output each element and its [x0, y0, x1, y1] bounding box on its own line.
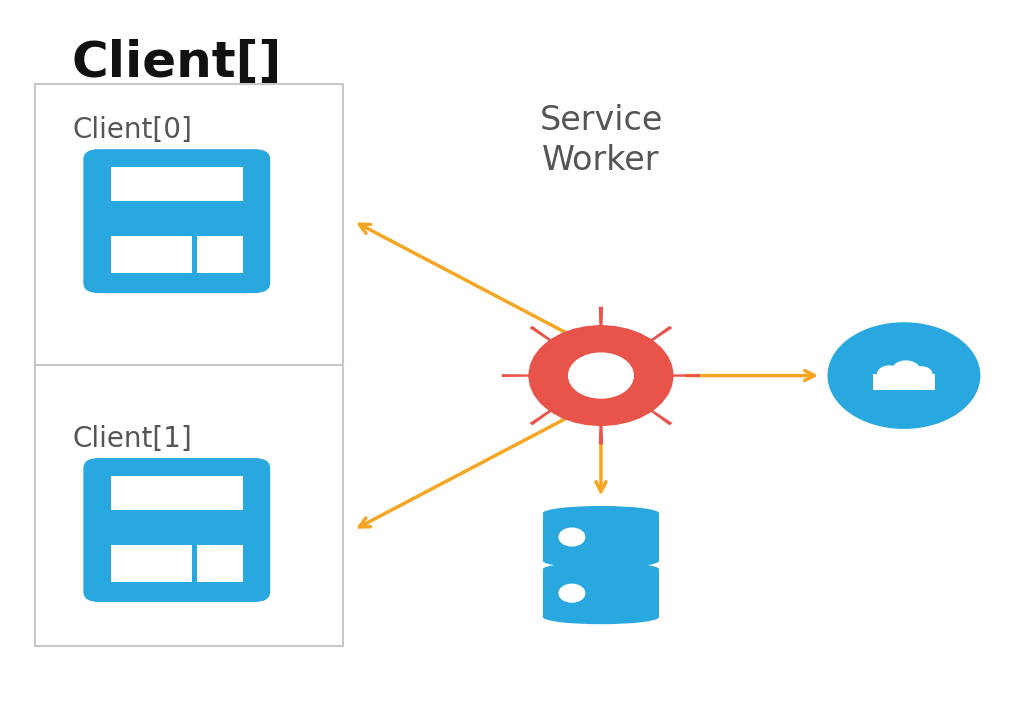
Ellipse shape [542, 554, 659, 568]
FancyBboxPatch shape [111, 236, 192, 272]
FancyBboxPatch shape [543, 513, 659, 561]
Polygon shape [502, 307, 700, 444]
FancyBboxPatch shape [35, 84, 343, 646]
FancyBboxPatch shape [83, 150, 270, 293]
FancyBboxPatch shape [111, 476, 242, 510]
FancyBboxPatch shape [197, 545, 242, 581]
Circle shape [560, 528, 585, 546]
Text: Client[1]: Client[1] [73, 425, 193, 453]
FancyBboxPatch shape [543, 569, 659, 617]
Circle shape [892, 361, 920, 380]
Text: Service
Worker: Service Worker [539, 103, 663, 178]
Ellipse shape [542, 610, 659, 624]
Circle shape [828, 323, 980, 428]
Circle shape [911, 367, 932, 381]
Ellipse shape [542, 562, 659, 576]
Ellipse shape [542, 506, 659, 520]
FancyBboxPatch shape [197, 236, 242, 272]
FancyBboxPatch shape [873, 374, 935, 390]
FancyBboxPatch shape [111, 167, 242, 201]
Circle shape [569, 353, 633, 398]
Text: Client[]: Client[] [72, 39, 282, 87]
Circle shape [560, 584, 585, 602]
FancyBboxPatch shape [111, 545, 192, 581]
FancyBboxPatch shape [83, 458, 270, 602]
Text: Client[0]: Client[0] [73, 116, 193, 144]
Circle shape [878, 366, 901, 382]
